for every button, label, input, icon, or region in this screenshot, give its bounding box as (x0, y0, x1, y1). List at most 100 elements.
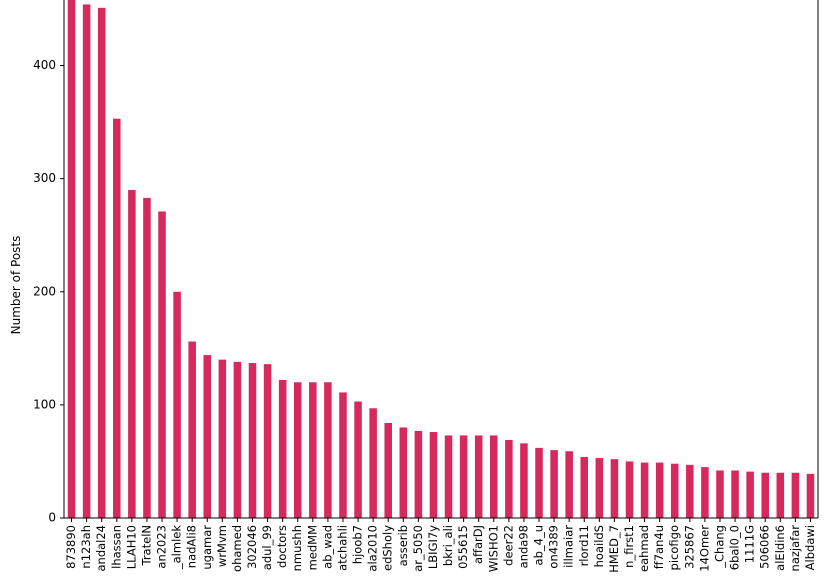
x-tick-label-26: 055615 (456, 525, 470, 569)
x-tick-label-16: medMM (305, 525, 319, 570)
x-tick-label-3: lhassan (109, 525, 123, 569)
y-axis: 0 100 200 300 400 (33, 58, 64, 525)
bar-44 (731, 470, 739, 518)
y-axis-title: Number of Posts (9, 236, 23, 335)
x-tick-label-42: 14Omer (697, 525, 711, 572)
bar-2 (97, 7, 106, 519)
bar-13 (263, 364, 272, 518)
bar-32 (550, 450, 558, 518)
bar-15 (293, 382, 302, 518)
x-tick-label-32: on4389 (547, 525, 561, 569)
x-tick-label-13: adul_99 (260, 525, 274, 570)
bar-16 (309, 382, 317, 518)
bar-17 (324, 382, 332, 518)
bar-28 (490, 435, 498, 518)
bar-1 (82, 4, 91, 519)
x-tick-label-30: anda98 (516, 525, 530, 568)
y-tick-label-0: 0 (48, 511, 56, 525)
x-tick-label-29: deer22 (501, 525, 515, 566)
bar-21 (384, 422, 392, 518)
bar-48 (791, 472, 800, 518)
bar-46 (761, 472, 769, 518)
bar-14 (278, 379, 287, 518)
bar-26 (459, 435, 468, 518)
bar-7 (173, 291, 181, 518)
bar-8 (188, 341, 196, 518)
x-tick-label-23: ar_5050 (411, 525, 425, 572)
x-tick-label-18: atchahli (335, 525, 349, 571)
bar-40 (670, 463, 679, 518)
bar-38 (640, 462, 649, 518)
x-tick-label-8: nadAli8 (185, 525, 199, 568)
x-tick-label-4: LLAH10 (124, 525, 138, 569)
bar-18 (339, 392, 347, 518)
bar-30 (520, 443, 528, 518)
x-tick-label-49: Albdawi (803, 525, 817, 570)
bar-3 (113, 118, 121, 518)
x-tick-label-9: ugamar (200, 525, 214, 570)
bar-25 (444, 435, 453, 518)
bars-group (67, 0, 815, 519)
bar-23 (414, 430, 423, 518)
bar-45 (746, 471, 754, 518)
x-tick-label-41: 325867 (682, 525, 696, 569)
x-tick-label-31: ab_4_u (532, 525, 546, 565)
x-tick-label-39: ff7an4u (652, 525, 666, 569)
bar-42 (701, 467, 709, 518)
x-tick-label-38: eahmad (637, 525, 651, 572)
x-tick-label-2: andal24 (94, 525, 108, 572)
x-tick-label-25: bkri_ali (441, 525, 455, 566)
x-tick-label-34: rlord11 (577, 525, 591, 566)
bar-47 (776, 472, 785, 518)
x-tick-label-27: affarDJ (471, 525, 485, 564)
bar-22 (399, 427, 408, 518)
x-tick-label-15: nmushh (290, 525, 304, 571)
x-tick-label-1: n123ah (79, 525, 93, 569)
bar-31 (535, 447, 543, 518)
x-tick-label-11: ohamed (230, 525, 244, 572)
bar-35 (595, 458, 604, 518)
x-tick-label-17: ab_wad (320, 525, 334, 569)
bar-24 (429, 432, 438, 518)
x-axis: 873890 n123ah andal24 lhassan LLAH10 TratelN a… (64, 518, 817, 573)
x-tick-label-35: hoaildS (592, 525, 606, 567)
bar-41 (686, 464, 694, 518)
bar-27 (474, 435, 483, 518)
bar-37 (625, 461, 634, 518)
x-tick-label-10: wrMvm (215, 525, 229, 567)
y-tick-label-2: 200 (33, 284, 56, 298)
x-tick-label-19: hjoob7 (351, 525, 365, 564)
bar-5 (143, 197, 151, 518)
bar-39 (655, 462, 664, 518)
x-tick-label-33: illmaiar (562, 525, 576, 568)
x-tick-label-20: ala2010 (366, 525, 380, 572)
x-tick-label-12: 302046 (245, 525, 259, 569)
bar-6 (158, 211, 166, 518)
bar-20 (369, 408, 377, 518)
x-tick-label-28: WISHO1 (486, 525, 500, 572)
x-tick-label-45: 1111G (743, 525, 757, 563)
bar-4 (128, 189, 136, 519)
x-tick-label-47: alEldin6 (773, 525, 787, 571)
bar-11 (233, 361, 242, 518)
bar-10 (218, 359, 227, 518)
x-tick-label-44: 6bal0_0 (728, 525, 742, 570)
x-tick-label-40: picofigo (667, 525, 681, 570)
x-tick-label-0: 873890 (64, 525, 78, 569)
bar-9 (203, 355, 212, 518)
bar-29 (505, 439, 513, 518)
bar-0 (67, 0, 76, 518)
y-tick-label-4: 400 (33, 58, 56, 72)
bar-34 (580, 456, 589, 518)
bar-33 (565, 451, 573, 518)
x-tick-label-21: edSholy (381, 525, 395, 571)
bar-36 (610, 459, 619, 518)
x-tick-label-46: 506066 (758, 525, 772, 569)
y-tick-label-1: 100 (33, 397, 56, 411)
x-tick-label-36: HMED_7 (607, 525, 621, 573)
x-tick-label-6: an2023 (155, 525, 169, 569)
x-tick-label-43: _Chang (712, 525, 726, 569)
bar-12 (248, 363, 257, 518)
x-tick-label-37: n_first1 (622, 525, 636, 568)
x-tick-label-24: LBIGI7y (426, 525, 440, 569)
